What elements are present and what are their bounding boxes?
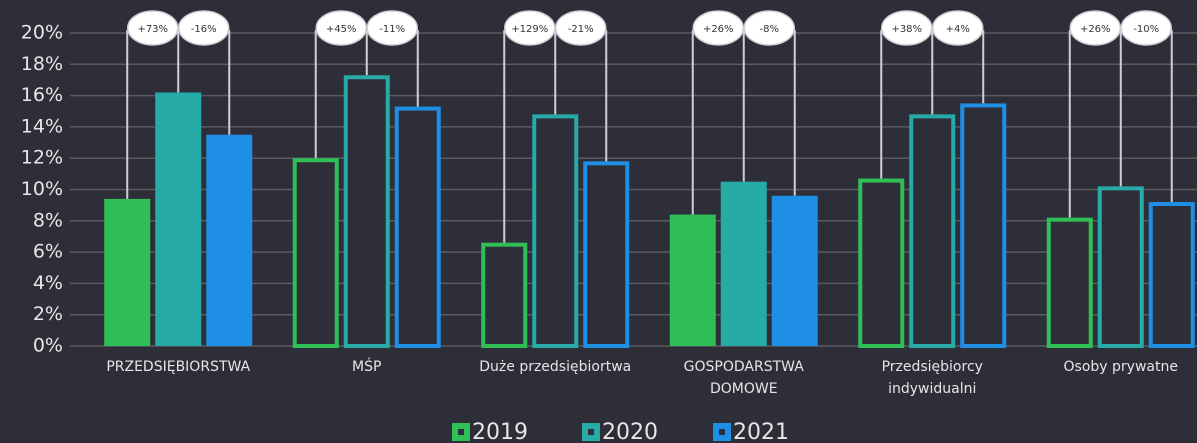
x-tick-label: MŚP (352, 359, 382, 375)
y-tick-label: 20% (21, 22, 63, 44)
change-label: -16% (191, 24, 217, 35)
change-bubble (315, 10, 367, 46)
x-tick-label: Przedsiębiorcy indywidualni (881, 359, 983, 397)
bar (343, 75, 390, 348)
bar (481, 242, 528, 349)
x-label-box: GOSPODARSTWA DOMOWE (683, 359, 804, 397)
legend-label: 2019 (472, 420, 528, 443)
bar (206, 134, 253, 346)
x-tick-label: Osoby prywatne (1063, 359, 1178, 375)
bar (909, 114, 956, 348)
y-tick-label: 18% (21, 53, 63, 75)
change-label: +26% (1080, 24, 1111, 35)
y-tick-label: 4% (33, 272, 63, 294)
change-bubble (881, 10, 933, 46)
change-bubble (127, 10, 179, 46)
x-label-box: Duże przedsiębiortwa (479, 359, 632, 375)
bar (771, 195, 818, 346)
change-bubble (932, 10, 984, 46)
bar (394, 106, 441, 349)
change-label: -10% (1133, 24, 1159, 35)
change-bubble (504, 10, 556, 46)
legend-label: 2020 (602, 420, 658, 443)
x-tick-label: PRZEDSIĘBIORSTWA (106, 359, 251, 375)
change-bubble (366, 10, 418, 46)
change-bubble (692, 10, 744, 46)
bar (532, 114, 579, 348)
bar (292, 158, 339, 348)
y-tick-label: 6% (33, 241, 63, 263)
bar (669, 214, 716, 346)
change-label: -8% (760, 24, 779, 35)
bar (858, 178, 905, 348)
legend-label: 2021 (733, 420, 789, 443)
y-tick-label: 0% (33, 335, 63, 357)
x-label-box: MŚP (352, 359, 382, 375)
change-label: +129% (511, 24, 548, 35)
y-tick-label: 10% (21, 178, 63, 200)
change-bubble (1120, 10, 1172, 46)
legend-swatch-inner (458, 429, 464, 435)
legend-swatch-inner (588, 429, 594, 435)
x-label-box: Osoby prywatne (1063, 359, 1178, 375)
change-label: +4% (946, 24, 970, 35)
bar (1097, 186, 1144, 348)
x-tick-label: Duże przedsiębiortwa (479, 359, 632, 375)
x-tick-label: GOSPODARSTWA DOMOWE (683, 359, 804, 397)
bar (1046, 217, 1093, 348)
x-label-box: Przedsiębiorcy indywidualni (881, 359, 983, 397)
change-label: +45% (326, 24, 357, 35)
bar (104, 198, 151, 346)
bar (583, 161, 630, 348)
change-bubble (555, 10, 607, 46)
y-tick-label: 2% (33, 303, 63, 325)
bar (720, 181, 767, 346)
change-bubble (1069, 10, 1121, 46)
change-label: -11% (379, 24, 405, 35)
y-tick-label: 8% (33, 209, 63, 231)
change-label: +38% (891, 24, 922, 35)
y-tick-label: 14% (21, 115, 63, 137)
change-bubble (178, 10, 230, 46)
change-label: +26% (703, 24, 734, 35)
change-label: +73% (137, 24, 168, 35)
y-tick-label: 12% (21, 147, 63, 169)
bar (960, 103, 1007, 348)
bar (155, 92, 202, 346)
change-bubble (743, 10, 795, 46)
bar (1148, 202, 1195, 348)
change-label: -21% (568, 24, 594, 35)
x-label-box: PRZEDSIĘBIORSTWA (106, 359, 251, 375)
legend-swatch-inner (719, 429, 725, 435)
y-tick-label: 16% (21, 84, 63, 106)
